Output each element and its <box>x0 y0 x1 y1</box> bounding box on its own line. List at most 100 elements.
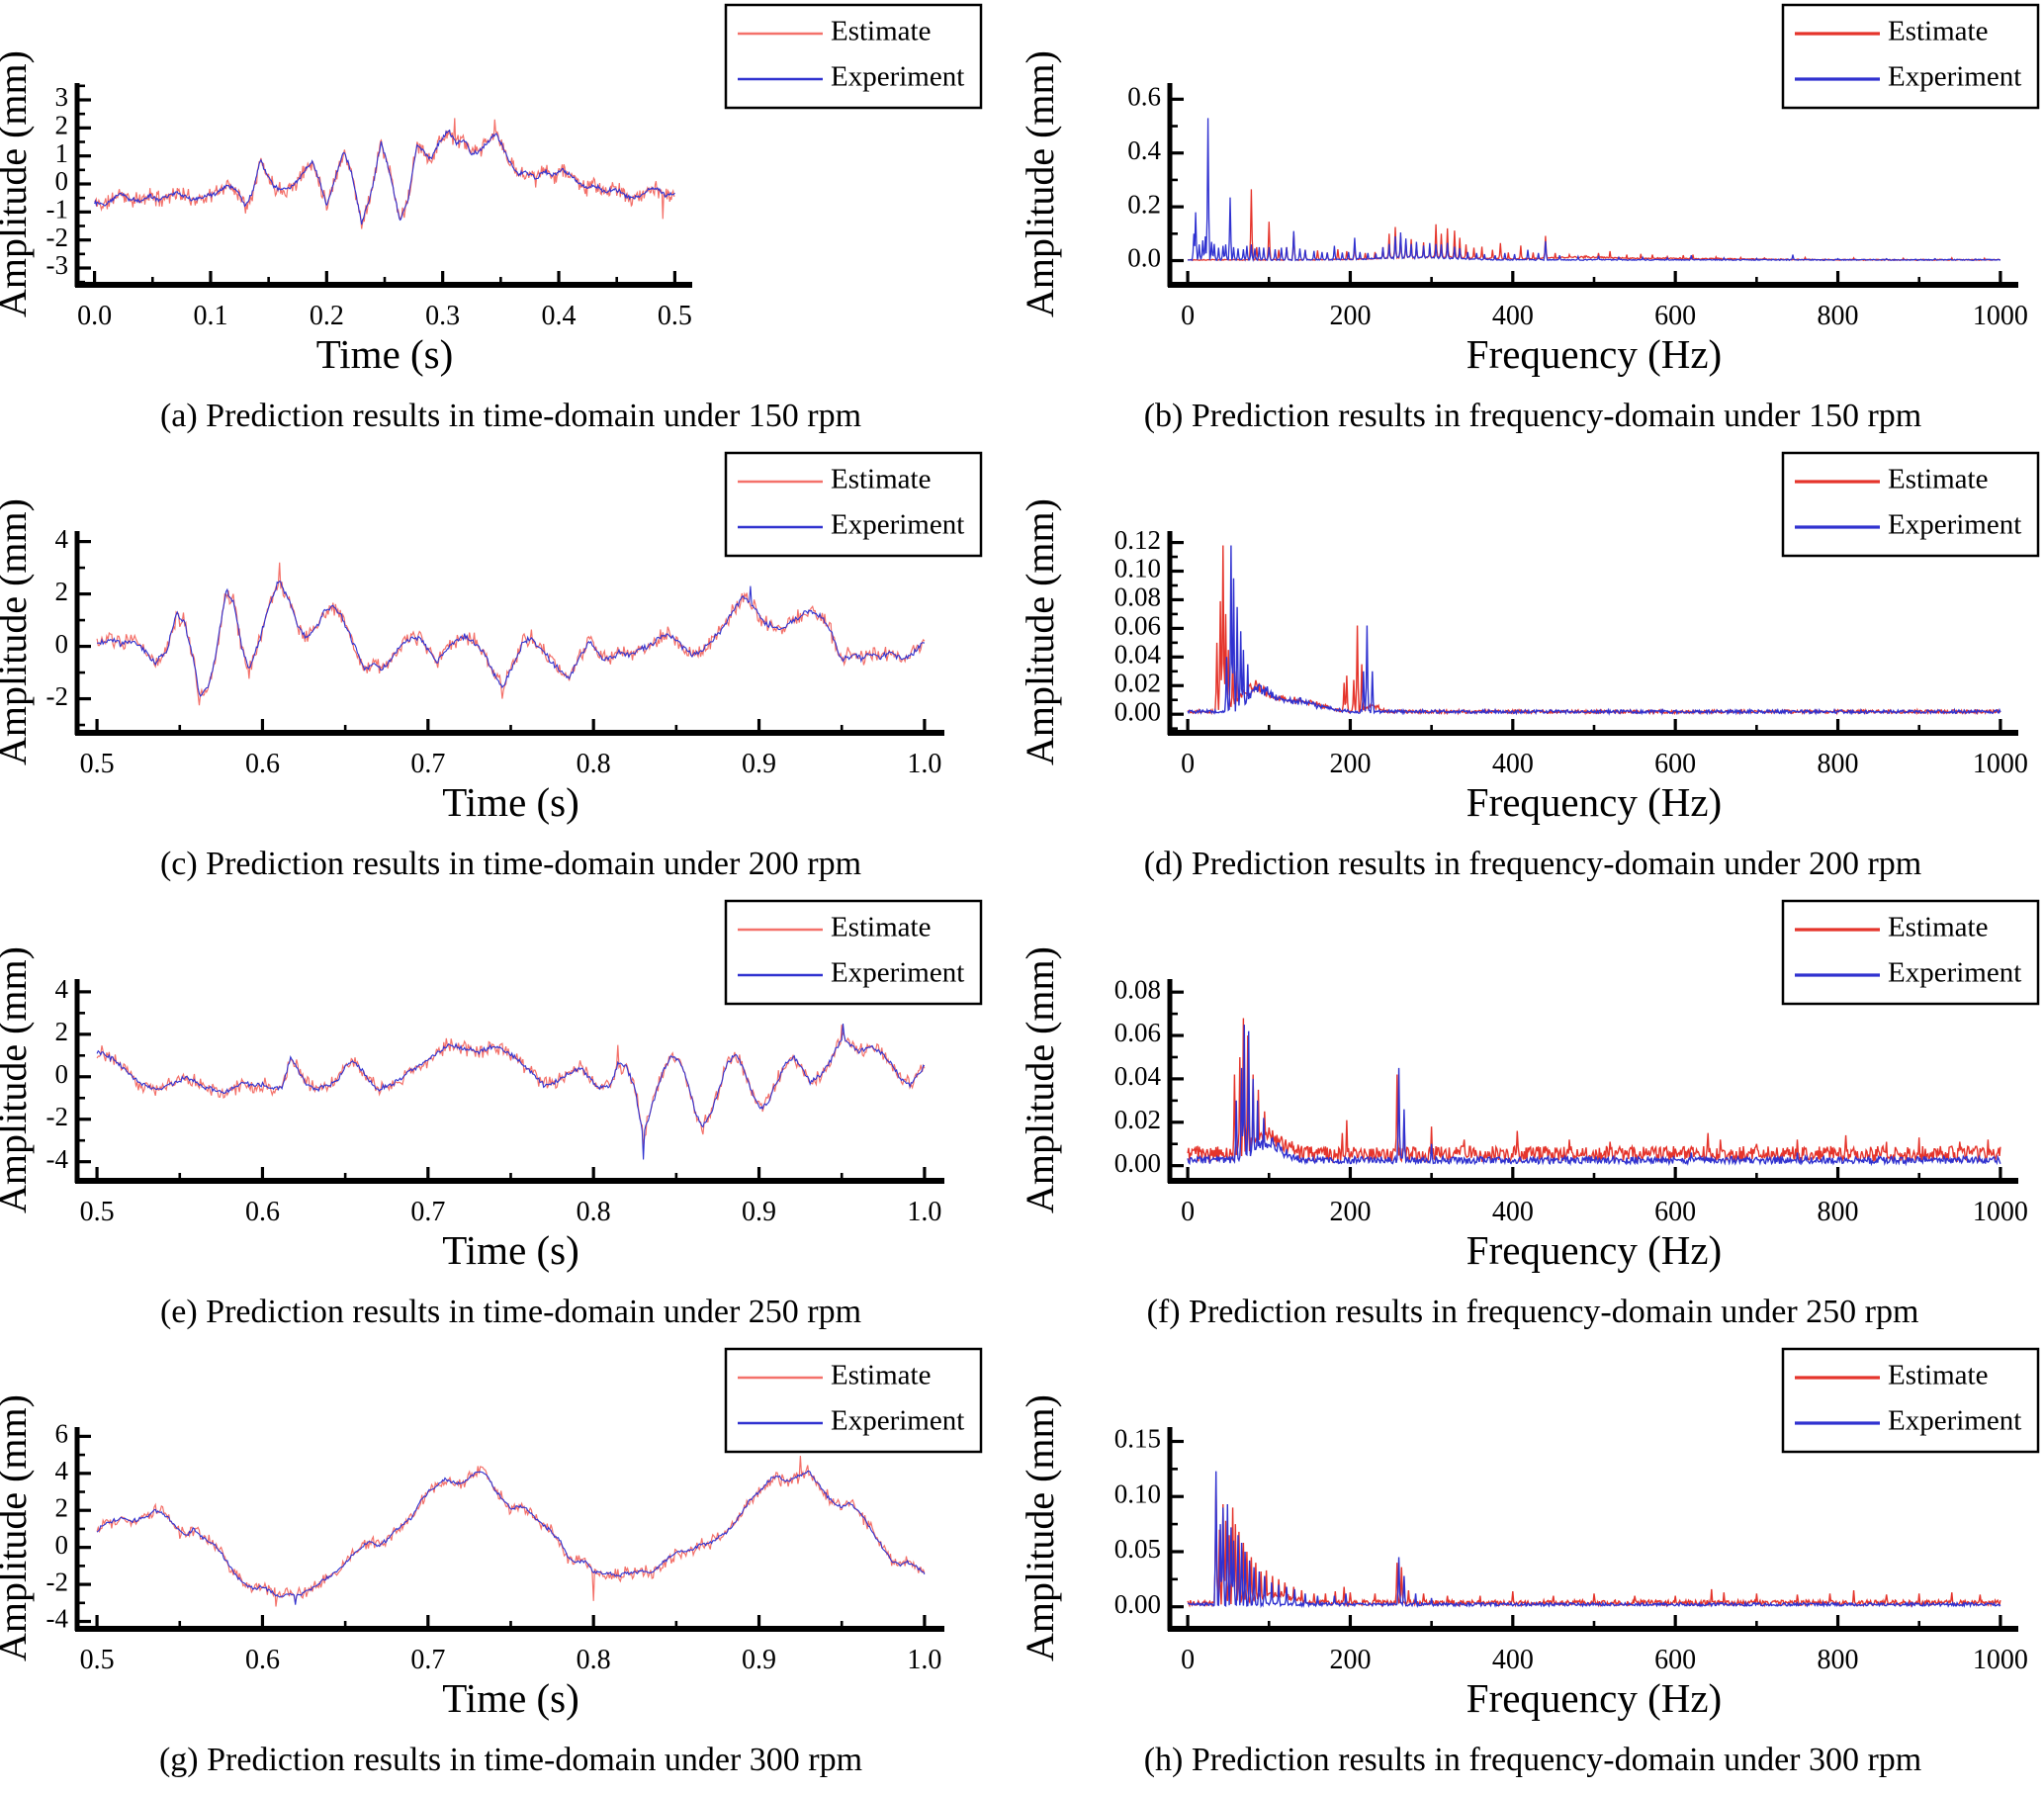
x-tick-label: 1000 <box>1973 749 2028 779</box>
y-tick-label: 0 <box>55 1059 69 1089</box>
series-group <box>1187 1018 2001 1167</box>
x-tick-label: 1.0 <box>907 1645 941 1675</box>
y-axis-label: Amplitude (mm) <box>1022 946 1062 1213</box>
y-tick-label: 0.00 <box>1114 1589 1161 1619</box>
axes: 0.6 0.4 0.2 0.0 0 200 400 600 800 1000 <box>1127 82 2028 331</box>
x-tick-label: 0 <box>1181 301 1195 331</box>
y-tick-label: 4 <box>55 524 69 554</box>
legend-box <box>1781 899 2040 1006</box>
axes: 4 2 0 -2 0.5 0.6 0.7 0.8 0.9 1.0 <box>46 524 944 779</box>
y-tick-label: 0 <box>55 629 69 659</box>
x-tick-label: 0.6 <box>245 749 280 779</box>
y-tick-label: -2 <box>46 1567 69 1596</box>
x-tick-label: 0.7 <box>410 1197 445 1227</box>
x-tick-label: 600 <box>1654 301 1696 331</box>
y-tick-label: 0.4 <box>1127 135 1161 165</box>
legend: Estimate Experiment <box>724 1347 983 1454</box>
panel-h: 0.15 0.10 0.05 0.00 0 200 400 600 800 1000 Frequen… <box>1022 1344 2044 1792</box>
y-tick-label: 0.08 <box>1114 974 1161 1004</box>
legend-box <box>1781 3 2040 110</box>
x-tick-label: 0 <box>1181 1645 1195 1675</box>
series-estimate <box>1187 545 2001 716</box>
chart-c: 4 2 0 -2 0.5 0.6 0.7 0.8 0.9 1.0 Time (s) Amplitude… <box>0 451 983 825</box>
x-tick-label: 0 <box>1181 749 1195 779</box>
legend-box <box>1781 451 2040 558</box>
y-axis-label: Amplitude (mm) <box>1022 50 1062 317</box>
legend-label-estimate: Estimate <box>1888 464 1988 495</box>
series-experiment <box>97 581 926 697</box>
series-experiment <box>1187 1471 2001 1609</box>
y-tick-label: 0.05 <box>1114 1534 1161 1564</box>
x-tick-label: 800 <box>1818 749 1859 779</box>
series-group <box>1187 118 2001 263</box>
panel-a: 3 2 1 0 -1 -2 -3 0.0 0.1 0.2 0.3 0.4 0.5 Time (s) Ampl… <box>0 0 1022 448</box>
x-tick-label: 0.5 <box>658 301 692 331</box>
series-experiment <box>96 1470 926 1605</box>
y-axis-label: Amplitude (mm) <box>0 498 35 765</box>
x-axis-label: Frequency (Hz) <box>1466 1227 1722 1273</box>
legend-label-estimate: Estimate <box>831 464 931 495</box>
caption-g: (g) Prediction results in time-domain un… <box>158 1742 863 1778</box>
legend-label-experiment: Experiment <box>831 61 964 93</box>
series-group <box>94 118 675 229</box>
series-estimate <box>96 562 926 706</box>
y-tick-label: 0.2 <box>1127 189 1161 219</box>
legend-label-estimate: Estimate <box>1888 1360 1988 1391</box>
axes: 0.08 0.06 0.04 0.02 0.00 0 200 400 600 800 1000 <box>1114 974 2028 1227</box>
series-experiment <box>1187 118 2001 263</box>
legend-box <box>724 3 983 110</box>
series-estimate <box>96 1455 926 1607</box>
x-tick-label: 1000 <box>1973 1645 2028 1675</box>
series-estimate <box>96 1025 926 1147</box>
x-tick-label: 0.5 <box>80 1645 115 1675</box>
caption-b: (b) Prediction results in frequency-doma… <box>1143 398 1922 434</box>
x-axis-label: Time (s) <box>316 331 454 377</box>
x-axis-label: Time (s) <box>442 1675 579 1721</box>
x-tick-label: 0.8 <box>577 749 611 779</box>
legend-label-estimate: Estimate <box>831 1360 931 1391</box>
legend-box <box>724 1347 983 1454</box>
legend-label-estimate: Estimate <box>831 912 931 943</box>
chart-f: 0.08 0.06 0.04 0.02 0.00 0 200 400 600 800 1000 Fre… <box>1022 899 2040 1273</box>
y-tick-label: -4 <box>46 1604 69 1634</box>
x-tick-label: 0.9 <box>742 1197 776 1227</box>
chart-d: 0.120.100.080.060.040.020.00 0 200 400 600 80… <box>1022 451 2040 825</box>
x-tick-label: 0.0 <box>77 301 112 331</box>
series-experiment <box>1187 1025 2001 1167</box>
legend-label-experiment: Experiment <box>1888 509 2021 541</box>
caption-e: (e) Prediction results in time-domain un… <box>159 1294 862 1330</box>
series-estimate <box>1187 1482 2001 1608</box>
chart-b: 0.6 0.4 0.2 0.0 0 200 400 600 800 1000 Frequency (… <box>1022 3 2040 377</box>
panel-c: 4 2 0 -2 0.5 0.6 0.7 0.8 0.9 1.0 Time (s) Amplitude… <box>0 448 1022 896</box>
series-group <box>96 562 926 706</box>
series-group <box>1187 1471 2001 1609</box>
x-tick-label: 600 <box>1654 749 1696 779</box>
panel-e: 4 2 0 -2 -4 0.5 0.6 0.7 0.8 0.9 1.0 Time (s) Amplitu… <box>0 896 1022 1344</box>
series-group <box>96 1024 926 1160</box>
y-tick-label: 0 <box>55 1530 69 1560</box>
y-axis-label: Amplitude (mm) <box>0 1394 35 1661</box>
legend-label-experiment: Experiment <box>831 957 964 989</box>
y-tick-label: 0.04 <box>1114 1061 1162 1091</box>
series-group <box>1187 545 2001 716</box>
series-experiment <box>94 129 675 225</box>
series-estimate <box>94 118 675 229</box>
x-tick-label: 0.7 <box>410 1645 445 1675</box>
y-tick-label: 2 <box>55 577 69 606</box>
series-experiment <box>96 1024 926 1160</box>
x-axis-label: Time (s) <box>442 1227 579 1273</box>
y-tick-label: 0.08 <box>1114 583 1161 612</box>
y-tick-label: 4 <box>55 1456 69 1485</box>
axes: 0.15 0.10 0.05 0.00 0 200 400 600 800 1000 <box>1114 1424 2028 1675</box>
x-tick-label: 200 <box>1329 1645 1371 1675</box>
y-tick-label: 0.02 <box>1114 668 1161 697</box>
x-tick-label: 0.9 <box>742 1645 776 1675</box>
x-tick-label: 200 <box>1329 1197 1371 1227</box>
x-tick-label: 400 <box>1492 301 1534 331</box>
axes: 6 4 2 0 -2 -4 0.5 0.6 0.7 0.8 0.9 1.0 <box>46 1419 944 1675</box>
legend-box <box>724 451 983 558</box>
x-tick-label: 800 <box>1818 301 1859 331</box>
legend-label-estimate: Estimate <box>831 16 931 47</box>
axes: 0.120.100.080.060.040.020.00 0 200 400 600 80… <box>1114 525 2028 779</box>
